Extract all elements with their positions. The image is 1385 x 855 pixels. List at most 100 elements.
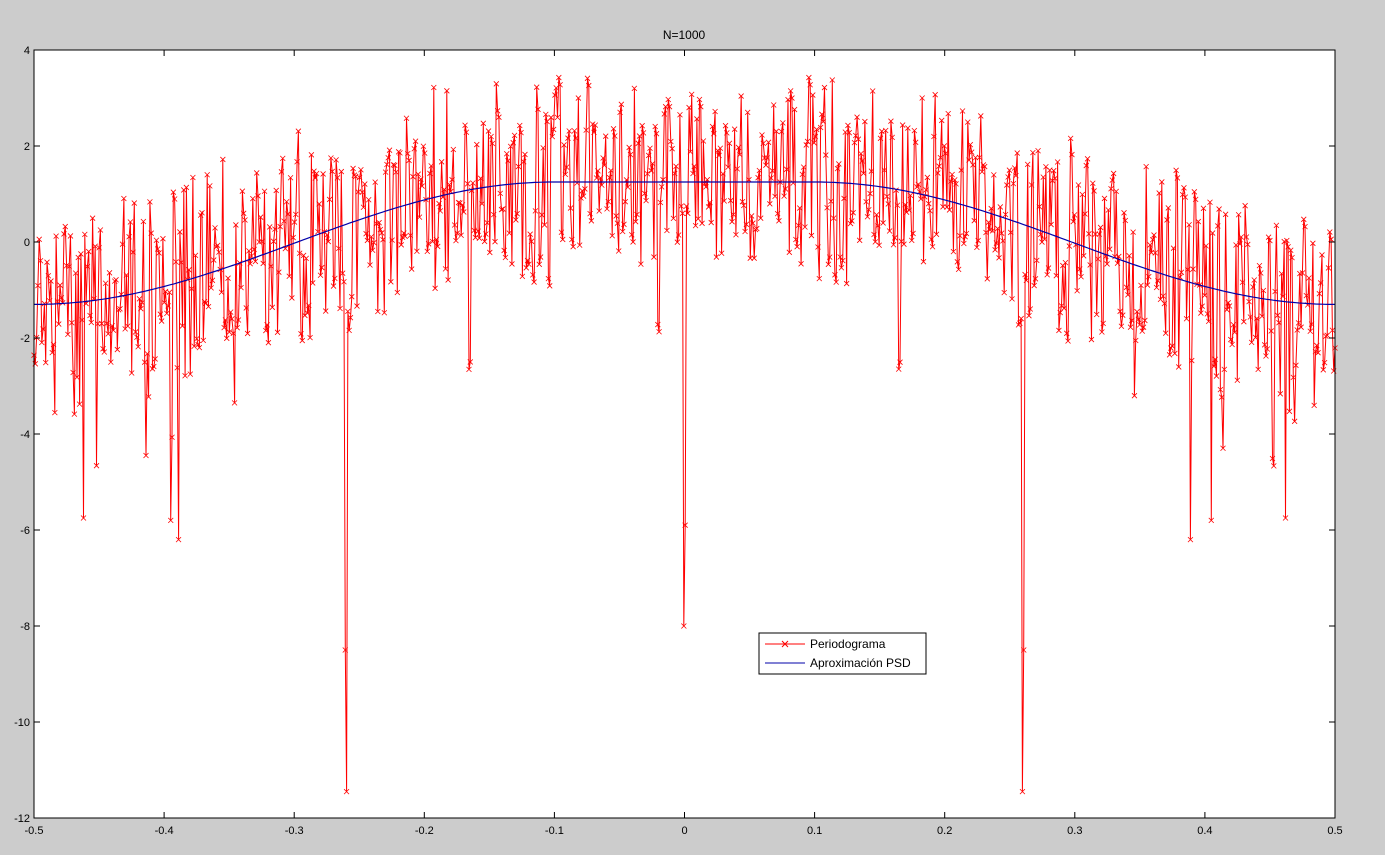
- data-point-periodograma: [553, 85, 560, 91]
- data-point-periodograma: [1084, 156, 1091, 162]
- data-point-periodograma: [1053, 272, 1060, 279]
- data-point-periodograma: [804, 138, 811, 145]
- data-point-periodograma: [1138, 282, 1144, 289]
- data-point-periodograma: [850, 209, 856, 216]
- data-point-periodograma: [548, 114, 554, 121]
- data-point-periodograma: [221, 324, 227, 331]
- data-point-periodograma: [1211, 363, 1217, 369]
- data-point-periodograma: [307, 334, 313, 341]
- data-point-periodograma: [1065, 338, 1071, 344]
- data-point-periodograma: [1035, 147, 1041, 154]
- data-point-periodograma: [1276, 319, 1282, 326]
- data-point-periodograma: [997, 204, 1004, 210]
- data-point-periodograma: [963, 230, 970, 237]
- data-point-periodograma: [194, 335, 200, 342]
- data-point-periodograma: [62, 223, 69, 230]
- data-point-periodograma: [1259, 313, 1265, 320]
- data-point-periodograma: [227, 309, 234, 315]
- data-point-periodograma: [1182, 194, 1189, 200]
- data-point-periodograma: [109, 322, 115, 329]
- data-point-periodograma: [515, 163, 522, 170]
- data-point-periodograma: [363, 230, 369, 237]
- data-point-periodograma: [483, 231, 489, 237]
- data-point-periodograma: [1286, 408, 1293, 415]
- data-point-periodograma: [1117, 308, 1123, 315]
- data-point-periodograma: [919, 95, 925, 101]
- data-point-periodograma: [212, 225, 218, 231]
- data-point-periodograma: [1153, 284, 1160, 291]
- data-point-periodograma: [1031, 282, 1037, 289]
- data-point-periodograma: [849, 218, 855, 224]
- data-point-periodograma: [216, 249, 222, 255]
- data-point-periodograma: [1109, 177, 1116, 183]
- data-point-periodograma: [97, 227, 104, 233]
- data-point-periodograma: [244, 330, 251, 337]
- data-point-periodograma: [1161, 300, 1168, 307]
- data-point-periodograma: [591, 129, 597, 136]
- data-point-periodograma: [1250, 284, 1256, 290]
- data-point-periodograma: [354, 303, 360, 309]
- data-point-periodograma: [287, 174, 294, 181]
- data-point-periodograma: [45, 272, 52, 279]
- data-point-periodograma: [1114, 260, 1121, 266]
- data-point-periodograma: [59, 300, 66, 306]
- data-point-periodograma: [563, 164, 570, 170]
- data-point-periodograma: [179, 323, 186, 329]
- data-point-periodograma: [414, 248, 420, 255]
- data-point-periodograma: [889, 134, 895, 141]
- data-point-periodograma: [481, 238, 488, 245]
- data-point-periodograma: [709, 123, 716, 130]
- data-point-periodograma: [522, 151, 528, 158]
- data-point-periodograma: [1200, 205, 1207, 212]
- data-point-periodograma: [839, 257, 846, 264]
- data-point-periodograma: [502, 254, 509, 261]
- data-point-periodograma: [897, 359, 903, 365]
- y-tick-label: -4: [20, 429, 30, 441]
- data-point-periodograma: [657, 199, 664, 206]
- data-point-periodograma: [1087, 262, 1093, 268]
- data-point-periodograma: [1187, 536, 1194, 543]
- data-point-periodograma: [337, 305, 343, 312]
- data-point-periodograma: [1078, 273, 1084, 280]
- data-point-periodograma: [596, 208, 602, 214]
- data-point-periodograma: [243, 305, 250, 311]
- data-point-periodograma: [511, 132, 518, 139]
- data-point-periodograma: [1009, 296, 1015, 302]
- data-point-periodograma: [1006, 167, 1013, 174]
- data-point-periodograma: [1071, 212, 1078, 218]
- data-point-periodograma: [613, 213, 619, 219]
- data-point-periodograma: [475, 228, 481, 234]
- data-point-periodograma: [328, 155, 334, 161]
- data-point-periodograma: [1217, 386, 1224, 393]
- data-point-periodograma: [40, 326, 46, 332]
- data-point-periodograma: [1269, 455, 1276, 462]
- data-point-periodograma: [235, 317, 242, 323]
- data-point-periodograma: [292, 211, 299, 218]
- data-point-periodograma: [841, 195, 847, 202]
- data-point-periodograma: [338, 168, 345, 175]
- data-point-periodograma: [929, 243, 936, 250]
- data-point-periodograma: [526, 261, 532, 268]
- data-point-periodograma: [139, 299, 145, 306]
- data-point-periodograma: [651, 254, 657, 260]
- data-point-periodograma: [210, 257, 217, 263]
- data-point-periodograma: [74, 374, 80, 381]
- data-point-periodograma: [753, 225, 760, 232]
- data-point-periodograma: [1159, 179, 1165, 185]
- data-point-periodograma: [345, 308, 351, 315]
- data-point-periodograma: [619, 228, 626, 235]
- data-point-periodograma: [1030, 149, 1036, 156]
- data-point-periodograma: [935, 170, 941, 176]
- data-point-periodograma: [119, 241, 126, 247]
- data-point-periodograma: [411, 145, 418, 152]
- data-point-periodograma: [488, 133, 494, 140]
- data-point-periodograma: [1132, 337, 1139, 344]
- data-point-periodograma: [105, 331, 112, 337]
- data-point-periodograma: [908, 237, 915, 244]
- data-point-periodograma: [937, 154, 944, 161]
- data-point-periodograma: [720, 170, 726, 177]
- data-point-periodograma: [1198, 310, 1204, 316]
- data-point-periodograma: [1131, 392, 1138, 399]
- data-point-periodograma: [1178, 269, 1185, 276]
- data-point-periodograma: [531, 279, 537, 285]
